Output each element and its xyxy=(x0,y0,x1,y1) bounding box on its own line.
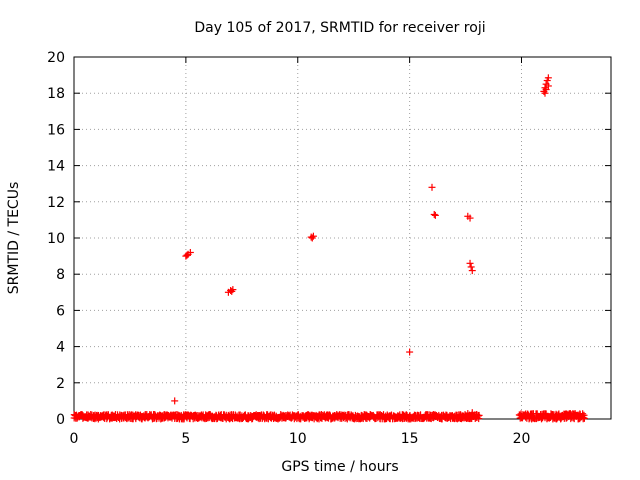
y-tick-label: 0 xyxy=(56,412,65,428)
baseline-point xyxy=(475,415,483,423)
x-tick-label: 0 xyxy=(70,431,79,447)
tick-labels: 0 2 4 6 8 10 12 14 16 18 20 0 5 10 15 20 xyxy=(47,50,530,447)
y-tick-label: 8 xyxy=(56,267,65,283)
y-tick-label: 2 xyxy=(56,376,65,392)
data-point xyxy=(468,267,476,275)
data-point xyxy=(542,86,550,94)
y-tick-label: 16 xyxy=(47,122,65,138)
data-point xyxy=(228,287,236,295)
data-point xyxy=(467,263,475,271)
y-tick-label: 10 xyxy=(47,231,65,247)
y-tick-label: 12 xyxy=(47,195,65,211)
y-tick-label: 6 xyxy=(56,303,65,319)
data-point xyxy=(473,410,481,418)
x-tick-label: 10 xyxy=(289,431,307,447)
data-points xyxy=(70,74,588,423)
data-point xyxy=(406,348,414,356)
data-point xyxy=(171,397,179,405)
y-tick-label: 20 xyxy=(47,50,65,66)
x-tick-label: 20 xyxy=(513,431,531,447)
data-point xyxy=(544,74,552,82)
y-tick-label: 14 xyxy=(47,159,65,175)
data-point xyxy=(544,82,552,90)
y-tick-label: 4 xyxy=(56,340,65,356)
y-tick-label: 18 xyxy=(47,86,65,102)
data-point xyxy=(466,259,474,267)
data-point xyxy=(430,210,438,218)
data-point xyxy=(428,183,436,191)
data-point xyxy=(468,409,476,417)
x-axis-label: GPS time / hours xyxy=(281,459,398,475)
plot-frame xyxy=(73,56,612,420)
grid-lines xyxy=(74,57,611,419)
data-point xyxy=(308,234,316,242)
x-tick-label: 15 xyxy=(401,431,419,447)
data-point xyxy=(431,211,439,219)
data-point xyxy=(464,410,472,418)
data-point xyxy=(466,214,474,222)
baseline-point xyxy=(580,411,588,419)
x-tick-label: 5 xyxy=(181,431,190,447)
chart-title: Day 105 of 2017, SRMTID for receiver roj… xyxy=(194,20,485,36)
data-point xyxy=(183,251,191,259)
data-point xyxy=(541,89,549,97)
y-axis-label: SRMTID / TECUs xyxy=(6,182,22,295)
